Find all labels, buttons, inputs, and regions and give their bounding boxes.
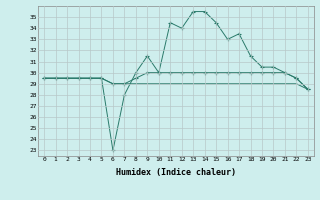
X-axis label: Humidex (Indice chaleur): Humidex (Indice chaleur) [116, 168, 236, 177]
